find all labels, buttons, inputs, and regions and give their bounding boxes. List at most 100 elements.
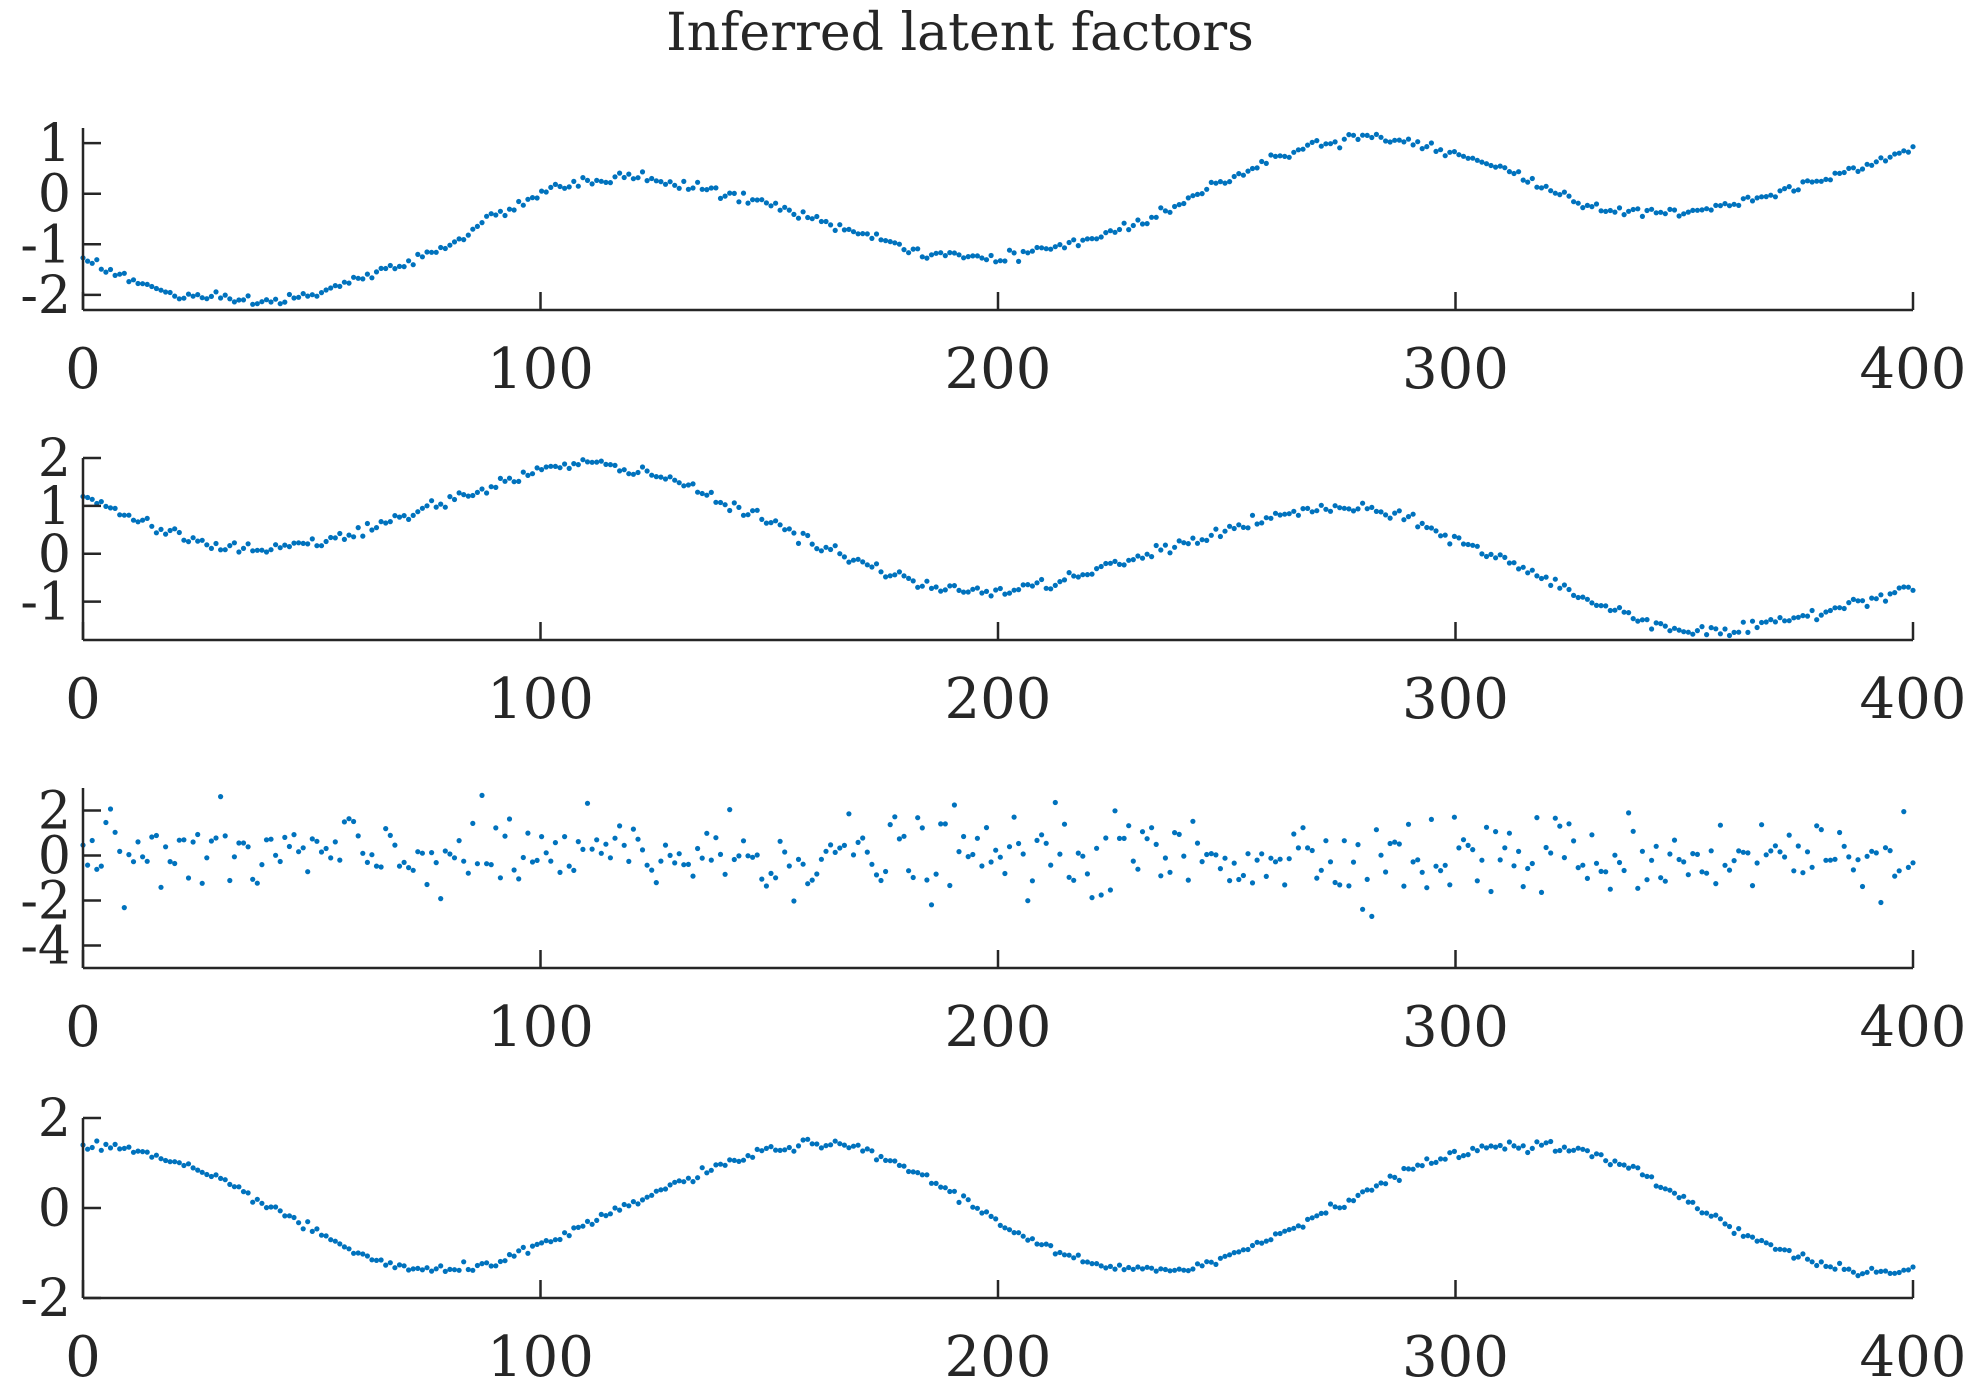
data-point bbox=[1488, 551, 1494, 558]
data-point bbox=[364, 520, 370, 527]
data-point bbox=[1057, 579, 1063, 585]
data-point bbox=[1538, 185, 1545, 191]
data-point bbox=[832, 849, 838, 856]
data-point bbox=[373, 1257, 380, 1263]
data-point bbox=[924, 578, 930, 584]
data-point bbox=[1103, 835, 1109, 841]
data-point bbox=[1892, 1270, 1898, 1276]
data-point bbox=[447, 851, 453, 857]
data-point bbox=[1282, 511, 1288, 517]
data-point bbox=[401, 513, 407, 519]
data-point bbox=[543, 850, 549, 856]
data-point bbox=[1548, 850, 1554, 856]
data-point bbox=[1543, 574, 1549, 580]
data-point bbox=[140, 1149, 146, 1155]
data-point bbox=[1859, 1271, 1866, 1277]
data-point bbox=[539, 188, 545, 194]
data-point bbox=[135, 1148, 141, 1154]
data-point bbox=[795, 1143, 802, 1149]
data-point bbox=[520, 854, 526, 861]
data-point bbox=[832, 1138, 838, 1144]
data-point bbox=[1428, 816, 1434, 823]
data-point bbox=[493, 212, 499, 218]
data-point bbox=[1337, 1205, 1343, 1211]
data-point bbox=[1859, 598, 1866, 604]
data-point bbox=[1483, 1145, 1490, 1151]
data-point bbox=[653, 474, 659, 480]
data-point bbox=[1768, 617, 1774, 623]
data-point bbox=[1364, 876, 1370, 883]
data-point bbox=[410, 1266, 416, 1272]
data-point bbox=[841, 554, 848, 560]
data-point bbox=[534, 857, 540, 864]
data-point bbox=[635, 1201, 641, 1207]
data-point bbox=[1616, 205, 1623, 211]
data-point bbox=[433, 504, 439, 510]
data-point bbox=[1346, 132, 1352, 138]
data-point bbox=[947, 1188, 953, 1195]
data-point bbox=[1823, 857, 1829, 863]
data-point bbox=[1511, 863, 1517, 869]
data-point bbox=[429, 249, 435, 255]
data-point bbox=[892, 240, 898, 246]
data-point bbox=[1204, 1259, 1210, 1265]
data-point bbox=[1346, 1197, 1352, 1203]
data-point bbox=[199, 295, 205, 301]
data-point bbox=[1685, 629, 1691, 635]
data-point bbox=[1704, 870, 1710, 876]
data-point bbox=[1896, 1269, 1902, 1276]
data-point bbox=[112, 272, 118, 278]
data-point bbox=[511, 207, 517, 213]
data-point bbox=[1286, 856, 1292, 862]
data-point bbox=[149, 834, 155, 840]
data-point bbox=[1199, 859, 1205, 865]
data-point bbox=[1575, 865, 1581, 871]
data-point bbox=[873, 872, 880, 878]
data-point bbox=[1433, 148, 1439, 154]
data-point bbox=[1392, 839, 1398, 845]
data-point bbox=[1277, 512, 1283, 518]
data-point bbox=[759, 876, 765, 882]
data-point bbox=[1185, 1268, 1191, 1274]
data-point bbox=[584, 459, 591, 465]
data-point bbox=[906, 575, 912, 582]
data-point bbox=[158, 884, 164, 890]
data-point bbox=[607, 855, 614, 861]
data-point bbox=[282, 834, 288, 841]
data-point bbox=[529, 471, 536, 477]
data-point bbox=[204, 1171, 210, 1178]
data-point bbox=[1580, 862, 1586, 868]
data-point bbox=[639, 1197, 646, 1203]
data-point bbox=[117, 512, 123, 518]
data-point bbox=[832, 227, 838, 233]
data-point bbox=[231, 854, 237, 860]
data-point bbox=[263, 837, 270, 843]
data-point bbox=[594, 459, 600, 465]
data-point bbox=[1373, 131, 1379, 137]
data-point bbox=[878, 1153, 884, 1160]
data-point bbox=[1456, 1154, 1462, 1161]
data-point bbox=[1217, 533, 1223, 540]
data-point bbox=[951, 1188, 958, 1194]
data-point bbox=[1447, 149, 1453, 155]
data-point bbox=[1882, 598, 1889, 604]
data-point bbox=[1626, 1165, 1632, 1171]
data-point bbox=[552, 840, 559, 846]
data-point bbox=[731, 1157, 737, 1163]
data-point bbox=[291, 832, 297, 838]
data-point bbox=[1557, 192, 1563, 198]
data-point bbox=[1075, 243, 1081, 249]
data-point bbox=[1176, 202, 1182, 208]
data-point bbox=[1080, 572, 1086, 578]
data-point bbox=[282, 1213, 288, 1219]
data-point bbox=[1759, 194, 1765, 200]
data-point bbox=[727, 190, 733, 196]
marker-group bbox=[80, 792, 1916, 920]
data-point bbox=[1878, 592, 1884, 598]
data-point bbox=[1649, 857, 1655, 863]
data-point bbox=[199, 537, 205, 543]
data-point bbox=[534, 1241, 540, 1247]
data-point bbox=[539, 1240, 545, 1246]
data-point bbox=[722, 871, 728, 877]
data-point bbox=[795, 856, 802, 863]
